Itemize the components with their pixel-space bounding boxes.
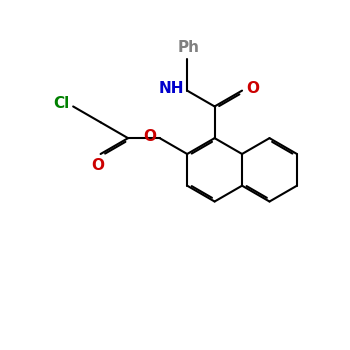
Text: Cl: Cl <box>53 96 69 111</box>
Text: O: O <box>143 129 156 144</box>
Text: O: O <box>246 82 259 96</box>
Text: O: O <box>91 158 104 173</box>
Text: NH: NH <box>158 82 184 96</box>
Text: Ph: Ph <box>178 40 200 55</box>
